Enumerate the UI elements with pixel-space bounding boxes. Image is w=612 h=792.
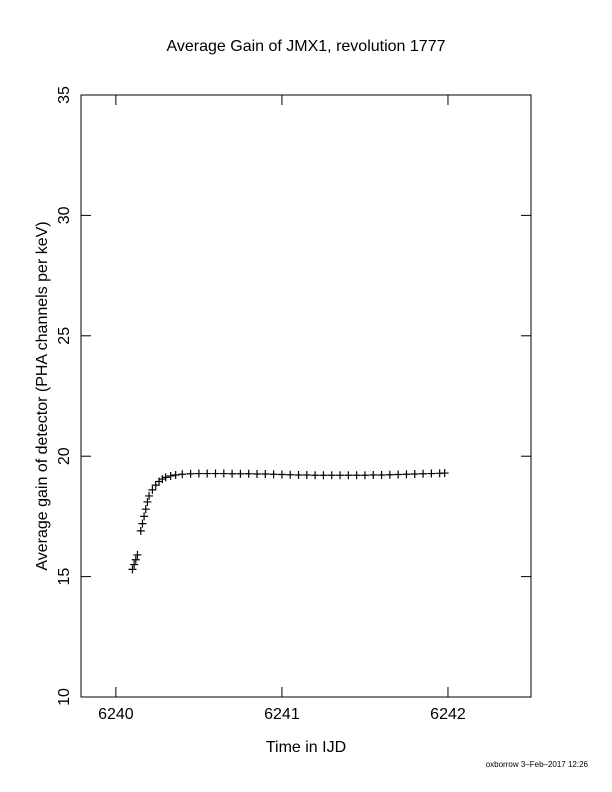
data-point bbox=[440, 469, 449, 478]
data-point bbox=[166, 471, 175, 480]
y-tick-label: 20 bbox=[56, 447, 73, 465]
data-point bbox=[261, 470, 270, 479]
x-tick-label: 6240 bbox=[98, 706, 134, 723]
data-point bbox=[286, 470, 295, 479]
data-point bbox=[151, 481, 160, 490]
data-point bbox=[141, 505, 150, 514]
data-point bbox=[236, 469, 245, 478]
data-point bbox=[311, 471, 320, 480]
data-point bbox=[171, 470, 180, 479]
data-point bbox=[253, 470, 262, 479]
data-point bbox=[161, 473, 170, 482]
data-point bbox=[344, 471, 353, 480]
data-point bbox=[327, 471, 336, 480]
data-point bbox=[319, 471, 328, 480]
data-point bbox=[158, 475, 167, 484]
data-point bbox=[130, 560, 139, 569]
data-point bbox=[385, 470, 394, 479]
data-point bbox=[244, 469, 253, 478]
x-axis-label: Time in IJD bbox=[266, 739, 346, 756]
data-point bbox=[369, 470, 378, 479]
data-point bbox=[194, 469, 203, 478]
data-point bbox=[128, 565, 137, 574]
data-point bbox=[219, 469, 228, 478]
data-point bbox=[178, 470, 187, 479]
y-tick-label: 35 bbox=[56, 86, 73, 104]
data-point bbox=[138, 519, 147, 528]
plot-frame bbox=[80, 94, 532, 698]
data-point bbox=[360, 471, 369, 480]
y-axis-label: Average gain of detector (PHA channels p… bbox=[34, 221, 51, 570]
data-point bbox=[145, 491, 154, 500]
y-tick-label: 25 bbox=[56, 327, 73, 345]
data-point bbox=[140, 512, 149, 521]
data-point bbox=[394, 470, 403, 479]
data-point bbox=[211, 469, 220, 478]
data-point bbox=[133, 550, 142, 559]
data-point bbox=[277, 470, 286, 479]
data-point bbox=[203, 469, 212, 478]
data-point bbox=[336, 471, 345, 480]
data-point bbox=[186, 469, 195, 478]
data-point bbox=[136, 526, 145, 535]
footer: oxborrow 3–Feb–2017 12:26 bbox=[486, 760, 589, 769]
x-tick-label: 6241 bbox=[264, 706, 300, 723]
data-point bbox=[131, 555, 140, 564]
data-point bbox=[228, 469, 237, 478]
y-tick-label: 30 bbox=[56, 206, 73, 224]
x-tick-label: 6242 bbox=[430, 706, 466, 723]
data-point bbox=[302, 470, 311, 479]
data-point bbox=[427, 469, 436, 478]
data-point bbox=[148, 485, 157, 494]
data-point bbox=[377, 470, 386, 479]
data-point bbox=[143, 497, 152, 506]
data-point bbox=[269, 470, 278, 479]
y-tick-label: 10 bbox=[56, 688, 73, 706]
data-point bbox=[410, 470, 419, 479]
y-tick-label: 15 bbox=[56, 568, 73, 586]
chart-title: Average Gain of JMX1, revolution 1777 bbox=[167, 38, 446, 55]
data-point bbox=[402, 470, 411, 479]
data-point bbox=[294, 470, 303, 479]
data-point bbox=[352, 471, 361, 480]
data-point bbox=[419, 469, 428, 478]
